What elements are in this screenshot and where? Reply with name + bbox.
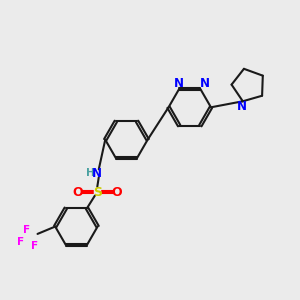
Text: N: N (237, 100, 247, 113)
Text: S: S (93, 185, 102, 199)
Text: F: F (17, 237, 24, 247)
Text: O: O (72, 185, 83, 199)
Text: N: N (92, 167, 102, 180)
Text: F: F (31, 241, 38, 251)
Text: F: F (23, 225, 30, 236)
Text: N: N (200, 77, 210, 90)
Text: H: H (86, 168, 95, 178)
Text: O: O (112, 185, 122, 199)
Text: N: N (174, 77, 184, 90)
